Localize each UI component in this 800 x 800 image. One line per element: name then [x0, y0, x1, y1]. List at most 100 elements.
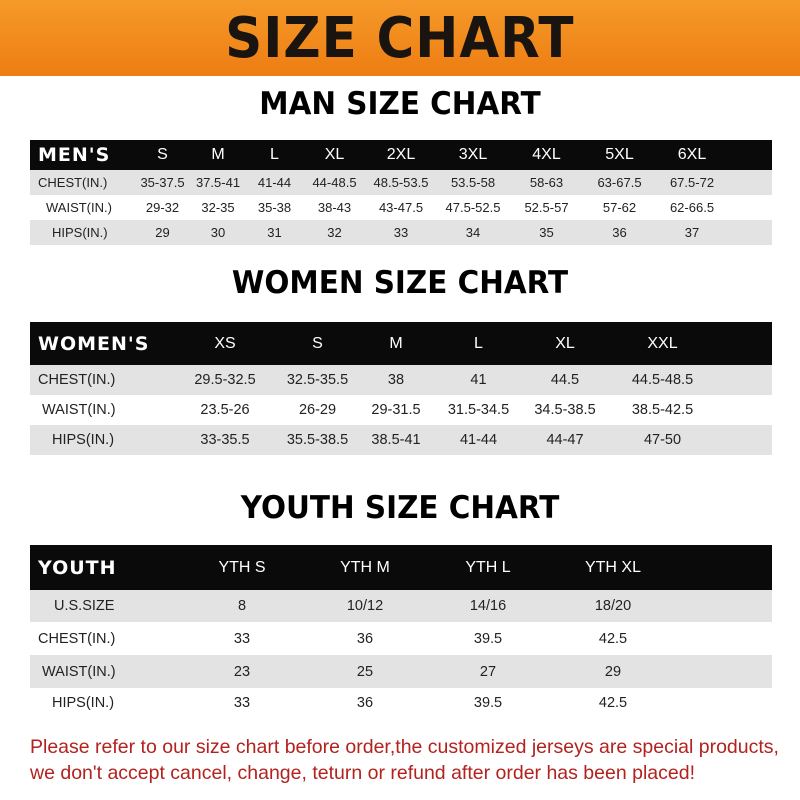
measurement-cell: 35.5-38.5 [280, 425, 355, 455]
filler-cell [676, 590, 772, 622]
filler-cell [728, 140, 772, 170]
measurement-cell: 52.5-57 [510, 195, 583, 220]
order-notice: Please refer to our size chart before or… [30, 736, 779, 784]
measurement-cell: 32.5-35.5 [280, 365, 355, 395]
measurement-cell: 35-38 [246, 195, 303, 220]
measurement-cell: 63-67.5 [583, 170, 656, 195]
header-row: YOUTH YTH S YTH M YTH L YTH XL [30, 545, 772, 590]
table-label: MEN'S [30, 140, 135, 170]
table-row: HIPS(IN.) 29 30 31 32 33 34 35 36 37 [30, 220, 772, 245]
measurement-cell: 38 [355, 365, 437, 395]
table-row: CHEST(IN.) 29.5-32.5 32.5-35.5 38 41 44.5 44.5… [30, 365, 772, 395]
filler-cell [715, 395, 772, 425]
measurement-cell: 8 [180, 590, 304, 622]
measurement-cell: 44-48.5 [303, 170, 366, 195]
table-label: YOUTH [30, 545, 180, 590]
size-header: YTH L [426, 545, 550, 590]
measurement-cell: 29.5-32.5 [170, 365, 280, 395]
measurement-cell: 34 [436, 220, 510, 245]
measurement-cell: 33 [180, 622, 304, 655]
row-label: CHEST(IN.) [30, 622, 180, 655]
size-header: S [135, 140, 190, 170]
measurement-cell: 43-47.5 [366, 195, 436, 220]
measurement-cell: 67.5-72 [656, 170, 728, 195]
table-row: CHEST(IN.) 33 36 39.5 42.5 [30, 622, 772, 655]
measurement-cell: 33-35.5 [170, 425, 280, 455]
size-header: M [190, 140, 246, 170]
header-row: WOMEN'S XS S M L XL XXL [30, 322, 772, 365]
title-banner: SIZE CHART [0, 0, 800, 76]
measurement-cell: 38.5-42.5 [610, 395, 715, 425]
measurement-cell: 18/20 [550, 590, 676, 622]
size-header: XL [303, 140, 366, 170]
filler-cell [728, 220, 772, 245]
size-header: YTH S [180, 545, 304, 590]
measurement-cell: 31.5-34.5 [437, 395, 520, 425]
size-header: M [355, 322, 437, 365]
filler-cell [715, 322, 772, 365]
table-row: HIPS(IN.) 33 36 39.5 42.5 [30, 688, 772, 718]
measurement-cell: 57-62 [583, 195, 656, 220]
measurement-cell: 29 [135, 220, 190, 245]
measurement-cell: 23 [180, 655, 304, 688]
table-row: WAIST(IN.) 29-32 32-35 35-38 38-43 43-47.5 47.… [30, 195, 772, 220]
filler-cell [676, 545, 772, 590]
table-row: WAIST(IN.) 23.5-26 26-29 29-31.5 31.5-34.5 34… [30, 395, 772, 425]
filler-cell [728, 195, 772, 220]
measurement-cell: 37 [656, 220, 728, 245]
measurement-cell: 10/12 [304, 590, 426, 622]
filler-cell [676, 655, 772, 688]
measurement-cell: 41 [437, 365, 520, 395]
table-row: CHEST(IN.) 35-37.5 37.5-41 41-44 44-48.5 48.5… [30, 170, 772, 195]
measurement-cell: 48.5-53.5 [366, 170, 436, 195]
measurement-cell: 47.5-52.5 [436, 195, 510, 220]
row-label: HIPS(IN.) [30, 220, 135, 245]
row-label: U.S.SIZE [30, 590, 180, 622]
size-header: L [246, 140, 303, 170]
measurement-cell: 44-47 [520, 425, 610, 455]
table-label: WOMEN'S [30, 322, 170, 365]
size-header: 5XL [583, 140, 656, 170]
row-label: WAIST(IN.) [30, 655, 180, 688]
measurement-cell: 38.5-41 [355, 425, 437, 455]
measurement-cell: 53.5-58 [436, 170, 510, 195]
measurement-cell: 27 [426, 655, 550, 688]
filler-cell [676, 622, 772, 655]
men-section-title: MAN SIZE CHART [259, 86, 541, 122]
measurement-cell: 62-66.5 [656, 195, 728, 220]
size-header: S [280, 322, 355, 365]
measurement-cell: 41-44 [246, 170, 303, 195]
measurement-cell: 58-63 [510, 170, 583, 195]
table-row: HIPS(IN.) 33-35.5 35.5-38.5 38.5-41 41-44 44-… [30, 425, 772, 455]
measurement-cell: 42.5 [550, 688, 676, 718]
measurement-cell: 39.5 [426, 688, 550, 718]
size-header: 4XL [510, 140, 583, 170]
header-row: MEN'S S M L XL 2XL 3XL 4XL 5XL 6XL [30, 140, 772, 170]
size-header: 3XL [436, 140, 510, 170]
measurement-cell: 36 [304, 688, 426, 718]
measurement-cell: 39.5 [426, 622, 550, 655]
women-section-title: WOMEN SIZE CHART [231, 265, 569, 301]
size-header: XXL [610, 322, 715, 365]
row-label: WAIST(IN.) [30, 195, 135, 220]
youth-section-title: YOUTH SIZE CHART [240, 490, 560, 526]
size-header: XS [170, 322, 280, 365]
filler-cell [715, 425, 772, 455]
measurement-cell: 32 [303, 220, 366, 245]
table-row: U.S.SIZE 8 10/12 14/16 18/20 [30, 590, 772, 622]
measurement-cell: 30 [190, 220, 246, 245]
measurement-cell: 35 [510, 220, 583, 245]
measurement-cell: 35-37.5 [135, 170, 190, 195]
page-title: SIZE CHART [225, 5, 575, 71]
measurement-cell: 41-44 [437, 425, 520, 455]
measurement-cell: 44.5-48.5 [610, 365, 715, 395]
filler-cell [676, 688, 772, 718]
measurement-cell: 33 [366, 220, 436, 245]
measurement-cell: 29-32 [135, 195, 190, 220]
measurement-cell: 37.5-41 [190, 170, 246, 195]
measurement-cell: 44.5 [520, 365, 610, 395]
size-header: 2XL [366, 140, 436, 170]
measurement-cell: 47-50 [610, 425, 715, 455]
measurement-cell: 31 [246, 220, 303, 245]
row-label: HIPS(IN.) [30, 688, 180, 718]
